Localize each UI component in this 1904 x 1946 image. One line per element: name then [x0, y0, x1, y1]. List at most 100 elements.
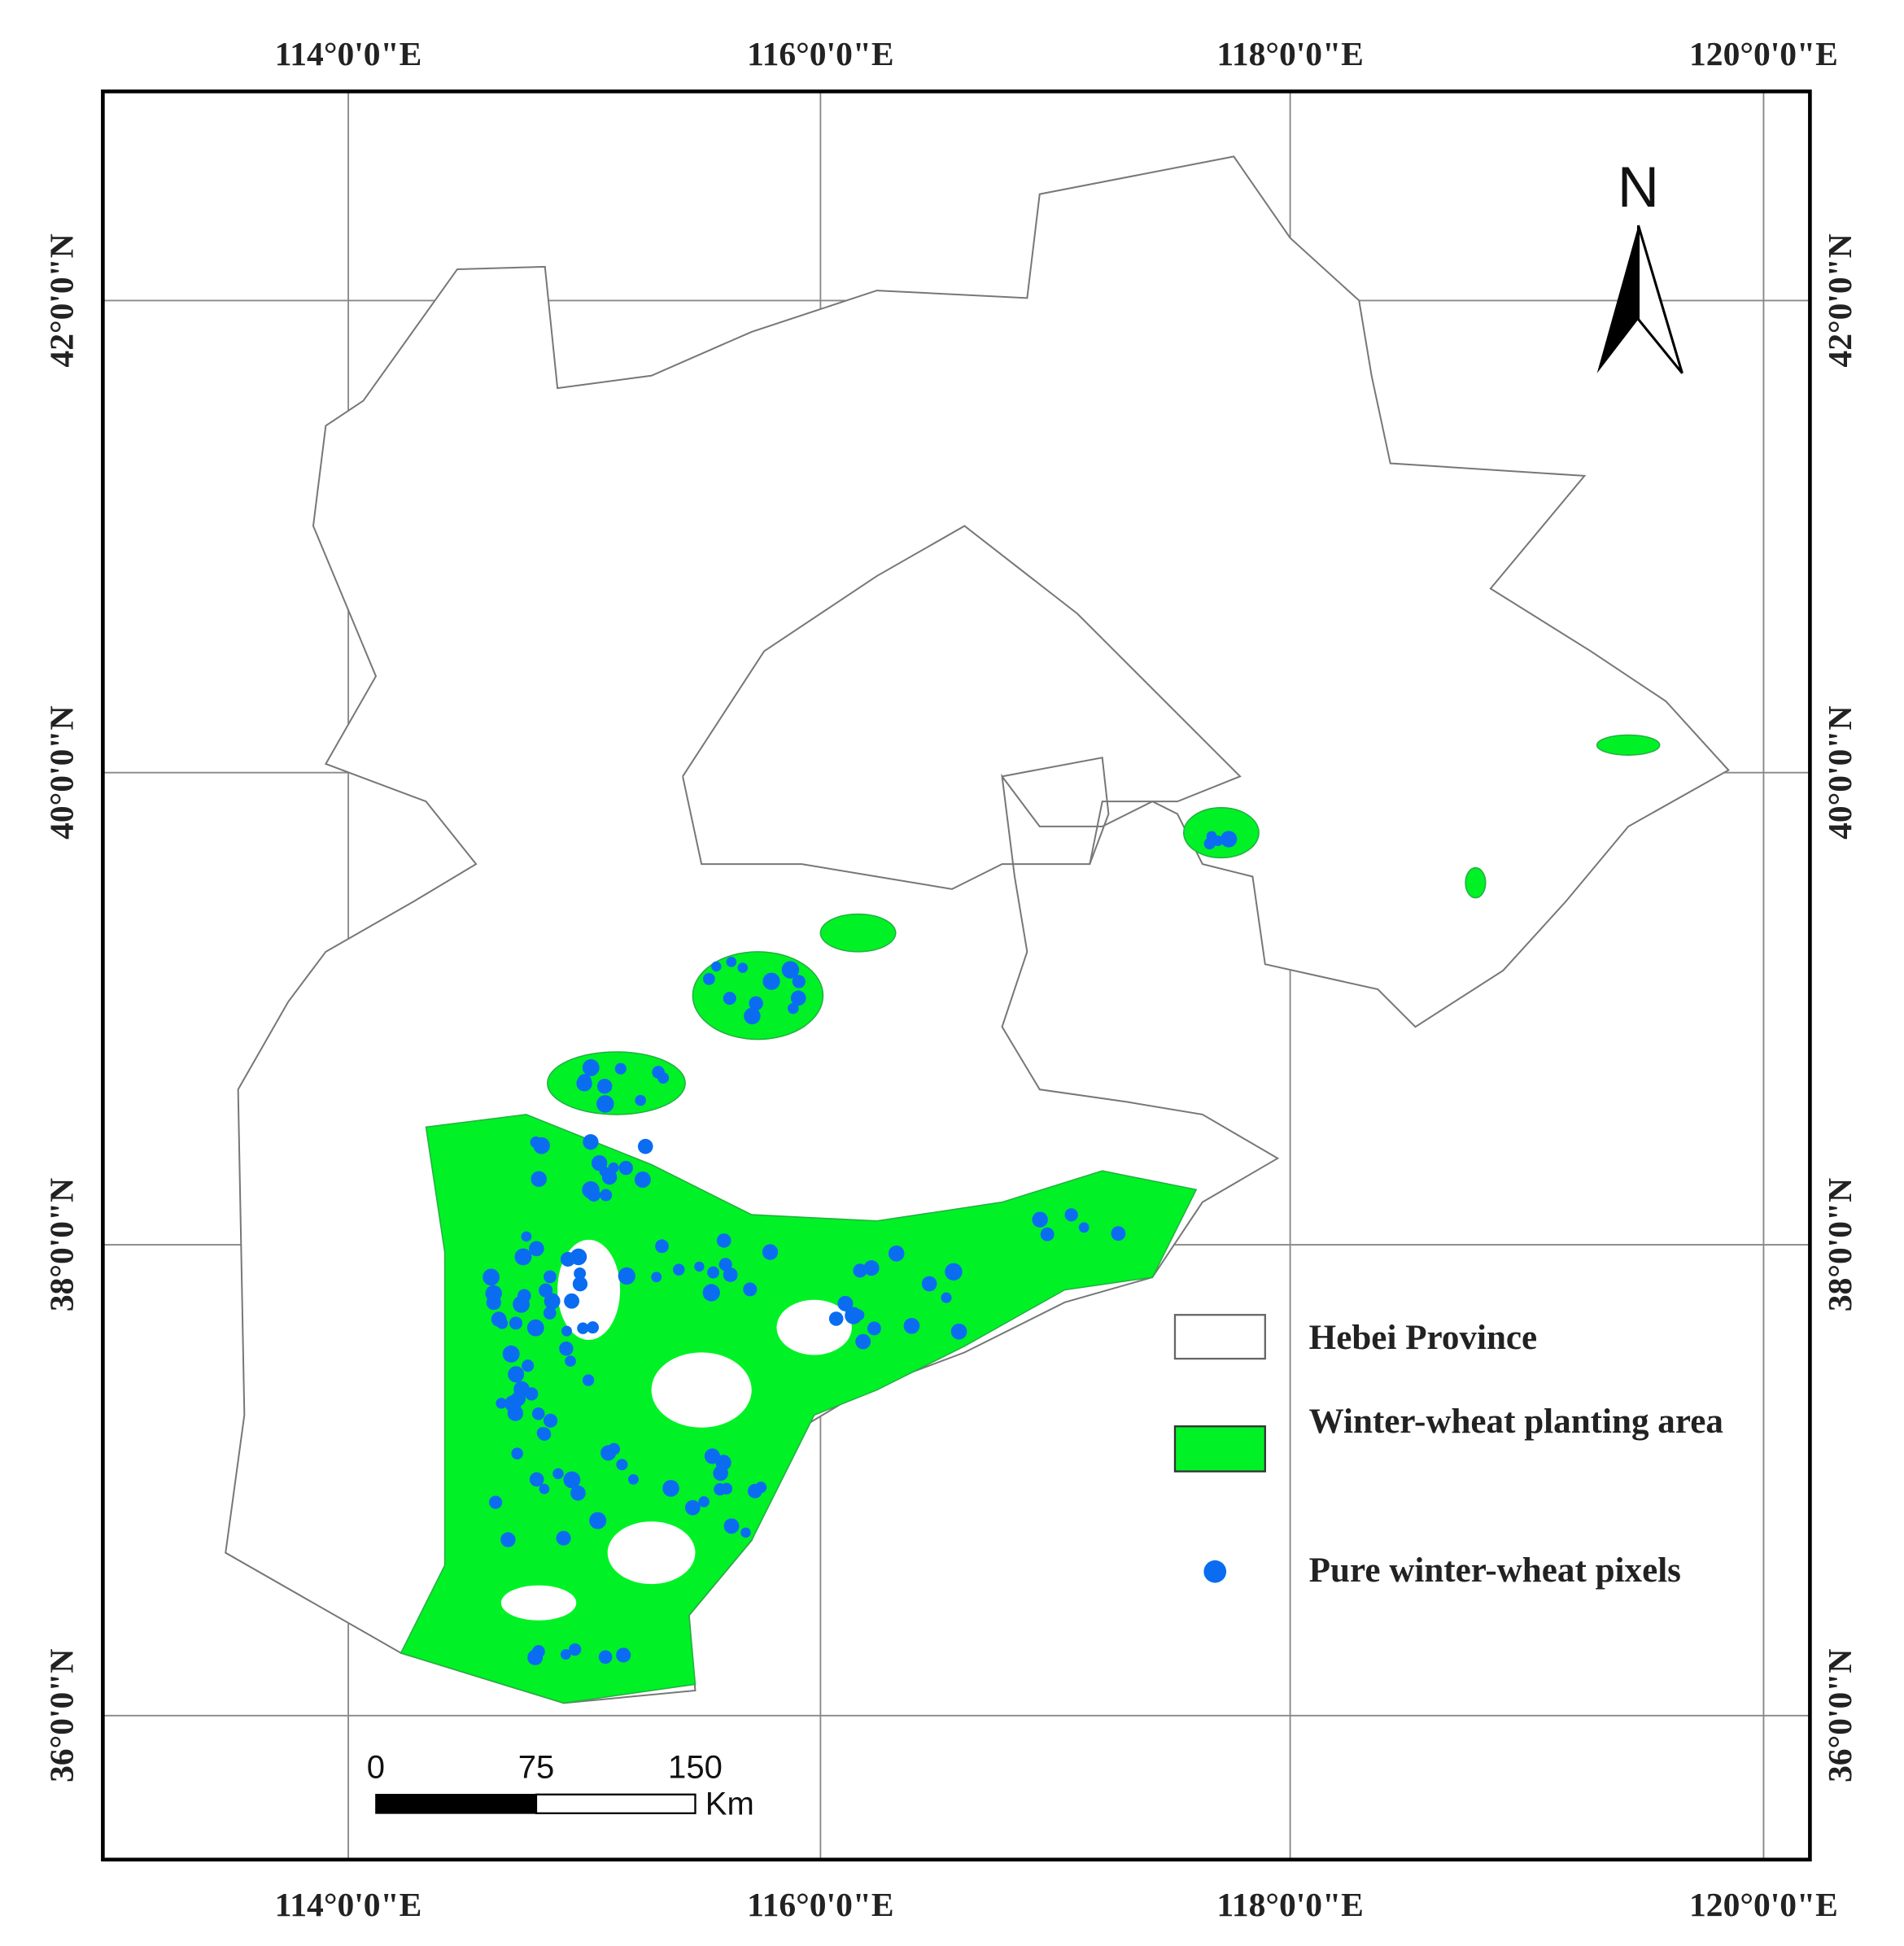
pixel-dot — [570, 1485, 586, 1501]
pixel-dot — [616, 1647, 631, 1663]
pixel-dot — [569, 1643, 582, 1656]
longitude-label: 120°0'0"E — [1689, 35, 1838, 72]
hole — [500, 1585, 577, 1621]
scale-label: 0 — [367, 1750, 385, 1786]
pixel-dot — [1032, 1211, 1048, 1228]
pixel-dot — [921, 1276, 937, 1292]
pixel-dot — [582, 1180, 600, 1199]
pixel-dot — [743, 1282, 758, 1297]
pixel-dot — [855, 1333, 871, 1350]
pixel-dot — [853, 1263, 867, 1278]
pixel-dot — [792, 975, 806, 988]
pixel-dot — [572, 1276, 588, 1292]
wheat-patch — [547, 1051, 686, 1115]
pixel-dot — [513, 1295, 531, 1313]
pixel-dot — [574, 1267, 587, 1280]
pixel-dot — [531, 1171, 547, 1187]
pixel-dot — [702, 1284, 720, 1302]
pixel-dot — [888, 1246, 905, 1262]
pixel-dot — [941, 1292, 952, 1303]
pixel-dot — [618, 1267, 635, 1285]
pixel-dot — [560, 1649, 571, 1660]
pixel-dot — [488, 1495, 503, 1509]
north-label: N — [1618, 155, 1659, 220]
pixel-dot — [744, 1007, 761, 1025]
pixel-dot — [556, 1530, 571, 1546]
longitude-label: 118°0'0"E — [1216, 1886, 1364, 1923]
pixel-dot — [530, 1136, 542, 1149]
pixel-dot — [596, 1078, 613, 1094]
pixel-dot — [718, 1258, 732, 1272]
latitude-label: 42°0'0"N — [1821, 233, 1858, 367]
pixel-dot — [552, 1468, 564, 1480]
pixel-dot — [587, 1321, 600, 1334]
pixel-dot — [521, 1231, 532, 1242]
pixel-dot — [1111, 1226, 1126, 1241]
pixel-dot — [903, 1317, 920, 1334]
pixel-dot — [529, 1241, 544, 1257]
longitude-label: 116°0'0"E — [747, 1886, 894, 1923]
pixel-dot — [762, 1244, 779, 1260]
latitude-label: 42°0'0"N — [42, 233, 80, 367]
pixel-dot — [749, 996, 763, 1011]
pixel-dot — [508, 1366, 525, 1383]
pixel-dot — [711, 961, 722, 972]
pixel-dot — [655, 1239, 669, 1254]
pixel-dot — [790, 990, 806, 1006]
pixel-dot — [950, 1323, 967, 1340]
pixel-dot — [491, 1311, 507, 1327]
pixel-dot — [635, 1094, 646, 1106]
latitude-label: 38°0'0"N — [42, 1178, 80, 1311]
pixel-dot — [662, 1480, 679, 1497]
latitude-label: 38°0'0"N — [1821, 1178, 1858, 1311]
pixel-dot — [828, 1311, 844, 1326]
pixel-dot — [601, 1169, 618, 1185]
longitude-label: 118°0'0"E — [1216, 35, 1364, 72]
pixel-dot — [502, 1345, 520, 1363]
longitude-label: 114°0'0"E — [275, 1886, 422, 1923]
pixel-dot — [577, 1074, 592, 1089]
wheat-holes — [500, 1239, 852, 1621]
pixel-dot — [1220, 831, 1238, 848]
legend-swatch-province — [1173, 1314, 1266, 1360]
pixel-dot — [747, 1483, 762, 1499]
pixel-dot — [634, 1172, 651, 1188]
pixel-dot — [684, 1499, 701, 1516]
pixel-dot — [565, 1355, 576, 1367]
pixel-dot — [513, 1381, 530, 1398]
pixel-dot — [704, 1448, 720, 1464]
pixel-dot — [509, 1316, 523, 1330]
pixel-dot — [536, 1427, 549, 1439]
scale-bar-white — [535, 1793, 697, 1814]
pixel-dot — [614, 1062, 627, 1075]
pixel-dot — [723, 1267, 738, 1282]
pixel-dot — [600, 1189, 613, 1202]
legend-item: Winter-wheat planting area — [1309, 1403, 1723, 1442]
pixel-dot — [526, 1319, 544, 1337]
pixel-dot — [564, 1293, 579, 1309]
pixel-dot — [618, 1160, 633, 1176]
pixel-dot — [837, 1295, 854, 1311]
wheat-patch — [1596, 734, 1661, 756]
tianjin-outline — [1002, 757, 1110, 865]
pixel-dot — [1206, 831, 1217, 842]
pixel-dot — [544, 1270, 557, 1284]
map-frame — [101, 89, 1812, 1862]
pixel-dot — [589, 1512, 607, 1529]
pixel-dot — [723, 992, 736, 1006]
pixel-dot — [544, 1293, 561, 1310]
pixel-dot — [853, 1309, 865, 1321]
latitude-label: 36°0'0"N — [42, 1649, 80, 1782]
pixel-dot — [543, 1413, 558, 1428]
pixel-dot — [737, 962, 749, 973]
pixel-dot — [531, 1645, 545, 1659]
pixel-dot — [788, 1002, 799, 1014]
longitude-label: 114°0'0"E — [275, 35, 422, 72]
pixel-dot — [1040, 1227, 1055, 1241]
pixel-dot — [716, 1233, 731, 1248]
legend-swatch-wheat — [1173, 1425, 1266, 1473]
pure-pixels — [483, 831, 1238, 1665]
wheat-patch — [1182, 807, 1260, 859]
pixel-dot — [582, 1374, 595, 1386]
